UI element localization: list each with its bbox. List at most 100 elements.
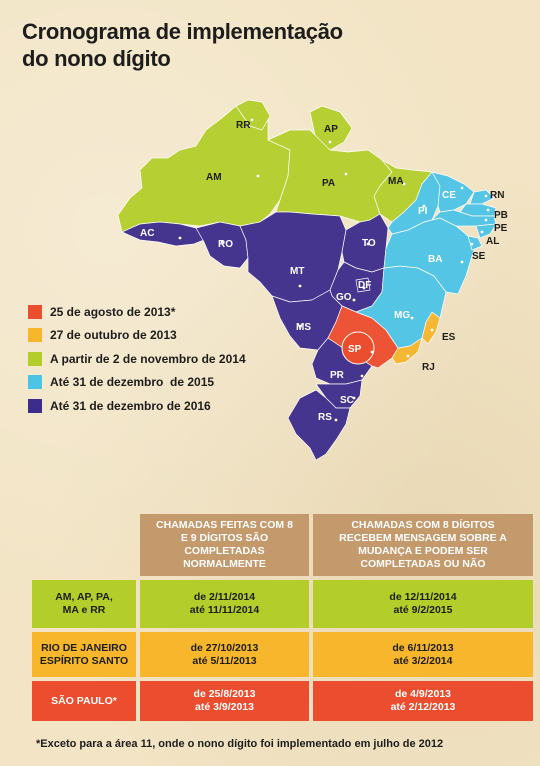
label-mg: MG <box>394 310 410 321</box>
map-region-se <box>467 235 483 251</box>
table-row: SÃO PAULO* de 25/8/2013 até 3/9/2013 de … <box>32 681 533 721</box>
map-region-rs <box>287 389 351 461</box>
row-label-line: AM, AP, PA, <box>55 591 113 603</box>
label-ma: MA <box>388 176 404 187</box>
label-pe: PE <box>494 223 508 234</box>
label-to: TO <box>362 238 376 249</box>
map-region-mt <box>239 211 347 303</box>
label-se: SE <box>472 251 486 262</box>
legend-label: Até 31 de dezembro de 2016 <box>50 398 211 413</box>
footnote: *Exceto para a área 11, onde o nono dígi… <box>36 738 444 750</box>
cell-line: até 2/12/2013 <box>390 701 456 713</box>
table-header-normal: CHAMADAS FEITAS COM 8 E 9 DÍGITOS SÃO CO… <box>140 514 309 576</box>
row-label-line: MA e RR <box>62 604 106 616</box>
cell-line: de 25/8/2013 <box>193 688 256 700</box>
title-line-2: do nono dígito <box>22 46 171 71</box>
header-line: CHAMADAS COM 8 DÍGITOS <box>351 519 495 531</box>
row-label-line: RIO DE JANEIRO <box>41 641 127 654</box>
table-header-message: CHAMADAS COM 8 DÍGITOS RECEBEM MENSAGEM … <box>313 514 533 576</box>
page-title: Cronograma de implementação do nono dígi… <box>22 18 422 72</box>
cell-line: de 27/10/2013 <box>190 641 259 654</box>
legend-swatch-yellow <box>28 328 42 343</box>
header-line: E 9 DÍGITOS SÃO <box>180 532 269 544</box>
brazil-map: RR AP AM PA MA AC RO MT TO GO DF MS SP P… <box>117 99 508 461</box>
header-line: MUDANÇA E PODEM SER <box>358 545 488 557</box>
label-sp: SP <box>348 344 362 355</box>
label-rn: RN <box>490 190 504 201</box>
cell-line: até 9/2/2015 <box>393 604 453 616</box>
header-line: COMPLETADAS <box>184 545 265 557</box>
header-line: NORMALMENTE <box>183 558 266 570</box>
map-region-rr <box>235 99 271 131</box>
schedule-table: CHAMADAS FEITAS COM 8 E 9 DÍGITOS SÃO CO… <box>28 510 537 725</box>
label-go: GO <box>336 292 352 303</box>
label-ce: CE <box>442 190 456 201</box>
label-ac: AC <box>140 228 154 239</box>
legend-item: Até 31 de dezembro de 2015 <box>28 371 288 395</box>
map-region-ce <box>431 171 475 213</box>
legend-item: 25 de agosto de 2013* <box>28 300 288 324</box>
table-row: AM, AP, PA, MA e RR de 2/11/2014 até 11/… <box>32 580 533 628</box>
capital-dots <box>178 118 490 422</box>
table-corner <box>32 514 136 576</box>
cell-normal: de 2/11/2014 até 11/11/2014 <box>140 580 309 628</box>
map-region-rn <box>469 189 495 205</box>
row-label-sp: SÃO PAULO* <box>32 681 136 721</box>
cell-normal: de 25/8/2013 até 3/9/2013 <box>140 681 309 721</box>
map-region-am <box>117 103 291 233</box>
label-pb: PB <box>494 210 508 221</box>
legend-swatch-red <box>28 304 42 319</box>
label-ap: AP <box>324 124 338 135</box>
cell-line: de 12/11/2014 <box>389 591 457 603</box>
cell-message: de 4/9/2013 até 2/12/2013 <box>313 681 533 721</box>
legend-swatch-green <box>28 351 42 366</box>
cell-line: de 2/11/2014 <box>193 591 256 603</box>
label-rs: RS <box>318 412 332 423</box>
legend-label: A partir de 2 de novembro de 2014 <box>50 351 246 366</box>
header-line: COMPLETADAS OU NÃO <box>360 558 486 570</box>
header-line: CHAMADAS FEITAS COM 8 <box>156 519 293 531</box>
cell-message: de 6/11/2013 até 3/2/2014 <box>313 632 533 677</box>
cell-line: de 6/11/2013 <box>392 641 454 654</box>
legend-item: Até 31 de dezembro de 2016 <box>28 394 288 418</box>
map-region-pe <box>431 209 497 227</box>
legend-swatch-purple <box>28 398 42 413</box>
row-label-north: AM, AP, PA, MA e RR <box>32 580 136 628</box>
cell-message: de 12/11/2014 até 9/2/2015 <box>313 580 533 628</box>
map-region-df <box>355 277 371 293</box>
title-line-1: Cronograma de implementação <box>22 19 343 44</box>
label-rr: RR <box>236 120 251 131</box>
label-ba: BA <box>428 254 442 265</box>
legend: 25 de agosto de 2013* 27 de outubro de 2… <box>28 300 288 418</box>
legend-label: Até 31 de dezembro de 2015 <box>50 375 215 390</box>
row-label-line: ESPÍRITO SANTO <box>39 654 129 667</box>
label-pr: PR <box>330 370 345 381</box>
map-region-al <box>475 223 497 239</box>
label-am: AM <box>206 172 222 183</box>
row-label-rj-es: RIO DE JANEIRO ESPÍRITO SANTO <box>32 632 136 677</box>
table-header-row: CHAMADAS FEITAS COM 8 E 9 DÍGITOS SÃO CO… <box>32 514 533 576</box>
cell-line: até 11/11/2014 <box>189 604 260 616</box>
cell-line: até 5/11/2013 <box>192 654 257 667</box>
legend-swatch-cyan <box>28 375 42 390</box>
map-region-mg <box>355 265 447 349</box>
cell-line: até 3/9/2013 <box>195 701 254 713</box>
legend-item: 27 de outubro de 2013 <box>28 324 288 348</box>
cell-line: até 3/2/2014 <box>393 654 453 667</box>
row-label-line: SÃO PAULO* <box>51 694 117 707</box>
label-pi: PI <box>418 206 428 217</box>
legend-label: 27 de outubro de 2013 <box>50 328 177 343</box>
label-pa: PA <box>322 178 335 189</box>
label-ms: MS <box>296 322 311 333</box>
label-es: ES <box>442 332 456 343</box>
legend-item: A partir de 2 de novembro de 2014 <box>28 347 288 371</box>
label-al: AL <box>486 236 499 247</box>
sp-callout <box>341 331 375 365</box>
label-mt: MT <box>290 266 304 277</box>
label-ro: RO <box>218 239 233 250</box>
header-line: RECEBEM MENSAGEM SOBRE A <box>339 532 507 544</box>
label-rj: RJ <box>422 362 435 373</box>
cell-normal: de 27/10/2013 até 5/11/2013 <box>140 632 309 677</box>
table-row: RIO DE JANEIRO ESPÍRITO SANTO de 27/10/2… <box>32 632 533 677</box>
map-region-ro <box>195 221 249 269</box>
